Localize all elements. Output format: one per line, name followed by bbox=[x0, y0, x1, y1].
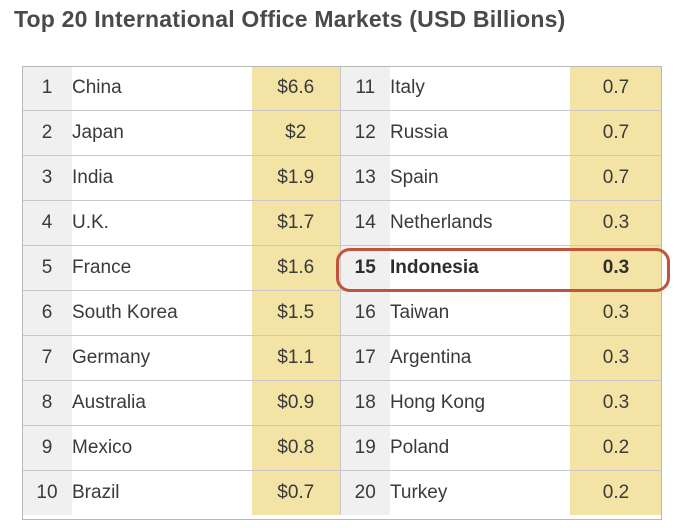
value-cell: $1.7 bbox=[252, 200, 340, 246]
country-cell: Hong Kong bbox=[390, 380, 570, 426]
rank-cell: 6 bbox=[22, 290, 72, 336]
rank-cell: 7 bbox=[22, 335, 72, 381]
country-cell: Argentina bbox=[390, 335, 570, 381]
country-cell: Brazil bbox=[72, 470, 252, 515]
table-row: 7 Germany $1.1 17 Argentina 0.3 bbox=[22, 335, 662, 381]
value-cell: $0.8 bbox=[252, 425, 340, 471]
rank-cell: 19 bbox=[339, 425, 390, 471]
rank-cell: 20 bbox=[339, 470, 390, 515]
value-cell: $2 bbox=[252, 110, 340, 156]
rank-cell: 12 bbox=[339, 110, 390, 156]
table-row: 4 U.K. $1.7 14 Netherlands 0.3 bbox=[22, 200, 662, 246]
table-row: 5 France $1.6 15 Indonesia 0.3 bbox=[22, 245, 662, 291]
table-row: 1 China $6.6 11 Italy 0.7 bbox=[22, 66, 662, 111]
value-cell: 0.3 bbox=[570, 290, 662, 336]
table-row: 6 South Korea $1.5 16 Taiwan 0.3 bbox=[22, 290, 662, 336]
country-cell: Germany bbox=[72, 335, 252, 381]
rank-cell: 5 bbox=[22, 245, 72, 291]
rank-cell: 10 bbox=[22, 470, 72, 515]
value-cell: 0.7 bbox=[570, 66, 662, 111]
country-cell: Russia bbox=[390, 110, 570, 156]
rank-cell: 15 bbox=[339, 245, 390, 291]
country-cell: China bbox=[72, 66, 252, 111]
rank-cell: 9 bbox=[22, 425, 72, 471]
rank-cell: 1 bbox=[22, 66, 72, 111]
country-cell: France bbox=[72, 245, 252, 291]
country-cell: U.K. bbox=[72, 200, 252, 246]
value-cell: $1.6 bbox=[252, 245, 340, 291]
chart-title: Top 20 International Office Markets (USD… bbox=[14, 6, 566, 32]
country-cell: Netherlands bbox=[390, 200, 570, 246]
country-cell: Italy bbox=[390, 66, 570, 111]
value-cell: 0.3 bbox=[570, 245, 662, 291]
markets-table: 1 China $6.6 11 Italy 0.7 2 Japan $2 12 Russia 0.7 3… bbox=[22, 66, 662, 515]
country-cell: Taiwan bbox=[390, 290, 570, 336]
table-row: 10 Brazil $0.7 20 Turkey 0.2 bbox=[22, 470, 662, 515]
rank-cell: 14 bbox=[339, 200, 390, 246]
rank-cell: 11 bbox=[339, 66, 390, 111]
value-cell: 0.2 bbox=[570, 470, 662, 515]
rank-cell: 17 bbox=[339, 335, 390, 381]
country-cell: Poland bbox=[390, 425, 570, 471]
value-cell: $0.9 bbox=[252, 380, 340, 426]
value-cell: $1.5 bbox=[252, 290, 340, 336]
rank-cell: 8 bbox=[22, 380, 72, 426]
value-cell: 0.3 bbox=[570, 200, 662, 246]
country-cell: Turkey bbox=[390, 470, 570, 515]
rank-cell: 13 bbox=[339, 155, 390, 201]
rank-cell: 3 bbox=[22, 155, 72, 201]
value-cell: $0.7 bbox=[252, 470, 340, 515]
value-cell: $1.9 bbox=[252, 155, 340, 201]
value-cell: 0.2 bbox=[570, 425, 662, 471]
table-row: 8 Australia $0.9 18 Hong Kong 0.3 bbox=[22, 380, 662, 426]
rank-cell: 18 bbox=[339, 380, 390, 426]
table-row: 9 Mexico $0.8 19 Poland 0.2 bbox=[22, 425, 662, 471]
rank-cell: 16 bbox=[339, 290, 390, 336]
country-cell: Mexico bbox=[72, 425, 252, 471]
rank-cell: 4 bbox=[22, 200, 72, 246]
country-cell: Japan bbox=[72, 110, 252, 156]
country-cell: Indonesia bbox=[390, 245, 570, 291]
country-cell: Spain bbox=[390, 155, 570, 201]
value-cell: 0.3 bbox=[570, 380, 662, 426]
value-cell: $1.1 bbox=[252, 335, 340, 381]
country-cell: India bbox=[72, 155, 252, 201]
value-cell: 0.3 bbox=[570, 335, 662, 381]
table-row: 3 India $1.9 13 Spain 0.7 bbox=[22, 155, 662, 201]
rank-cell: 2 bbox=[22, 110, 72, 156]
country-cell: South Korea bbox=[72, 290, 252, 336]
value-cell: 0.7 bbox=[570, 155, 662, 201]
country-cell: Australia bbox=[72, 380, 252, 426]
value-cell: 0.7 bbox=[570, 110, 662, 156]
table-row: 2 Japan $2 12 Russia 0.7 bbox=[22, 110, 662, 156]
value-cell: $6.6 bbox=[252, 66, 340, 111]
